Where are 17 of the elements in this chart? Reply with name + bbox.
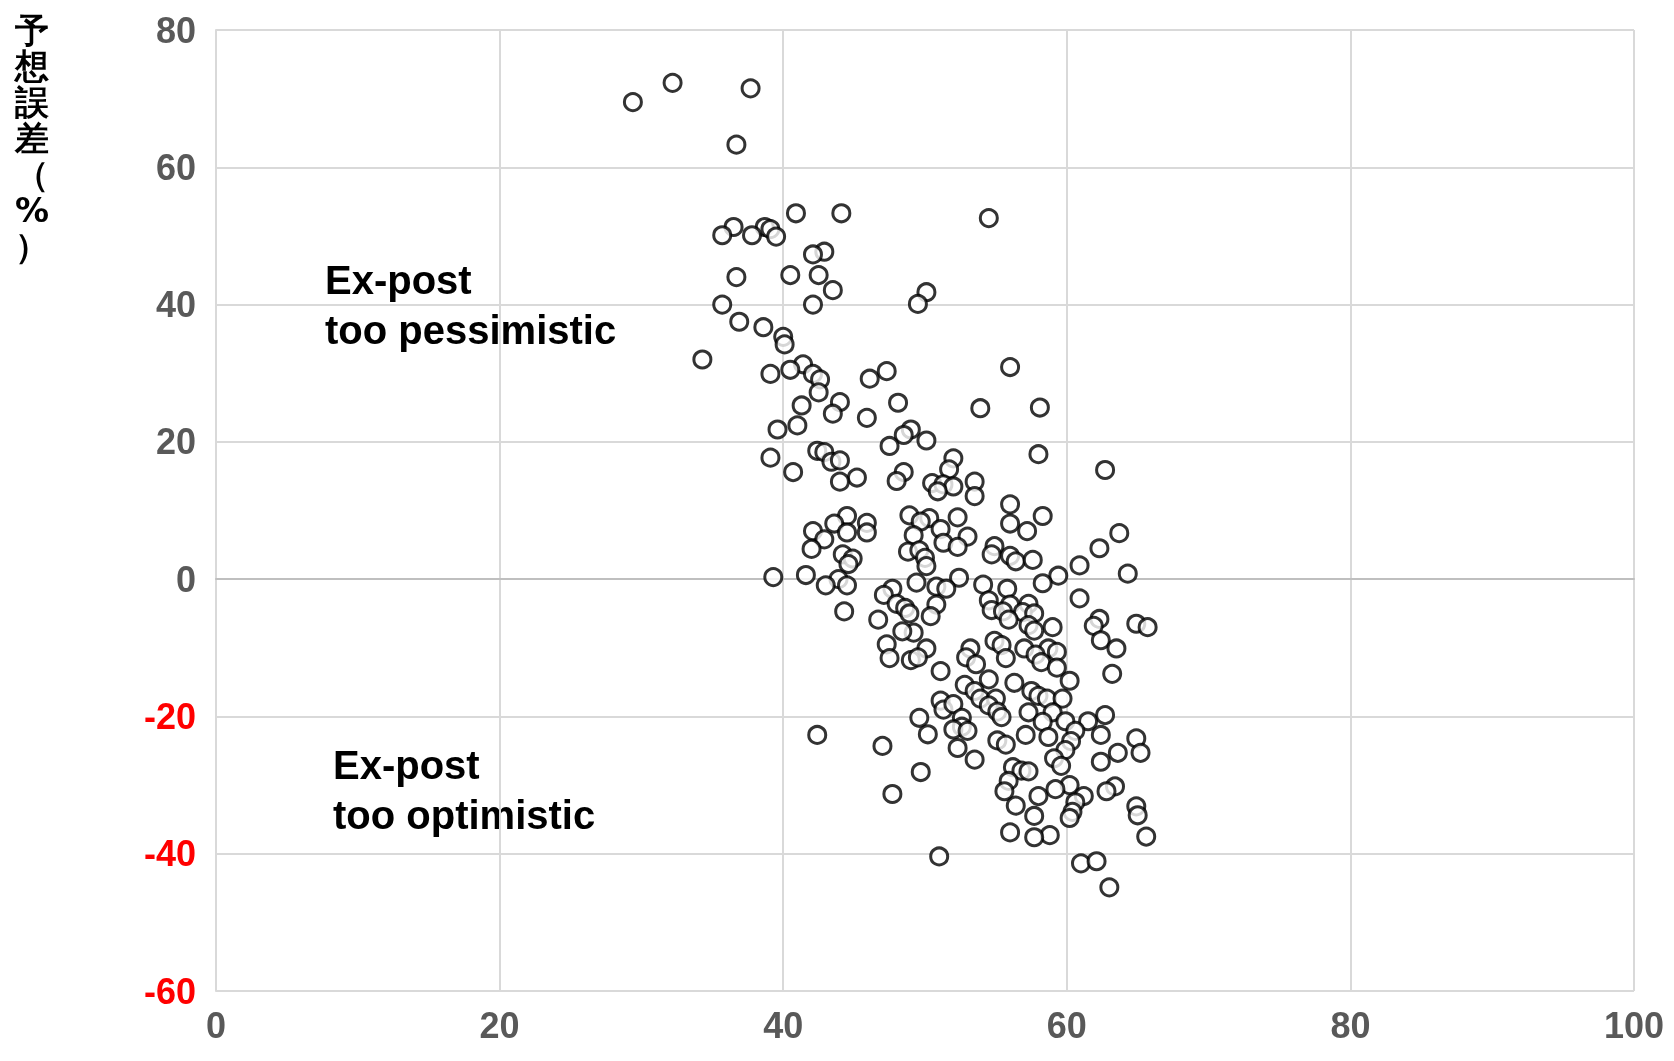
y-tick-label: 60 (155, 146, 196, 188)
x-tick-label: 20 (479, 1004, 520, 1046)
y-tick-label: 40 (155, 284, 196, 326)
y-tick-label: 20 (155, 421, 196, 463)
x-tick-label: 80 (1330, 1004, 1371, 1046)
x-tick-label: 40 (763, 1004, 804, 1046)
y-tick-label: -40 (143, 833, 196, 875)
x-tick-label: 60 (1046, 1004, 1087, 1046)
x-tick-label: 0 (205, 1004, 227, 1046)
y-tick-label: 80 (155, 9, 196, 51)
y-tick-label: 0 (175, 558, 196, 600)
y-tick-label: -60 (143, 970, 196, 1012)
annotation: Ex-post too pessimistic (325, 258, 617, 352)
x-tick-label: 100 (1603, 1004, 1665, 1046)
y-axis-title: 予想誤差（%） (13, 10, 50, 266)
annotation: Ex-post too optimistic (333, 743, 596, 837)
y-tick-label: -20 (143, 695, 196, 737)
